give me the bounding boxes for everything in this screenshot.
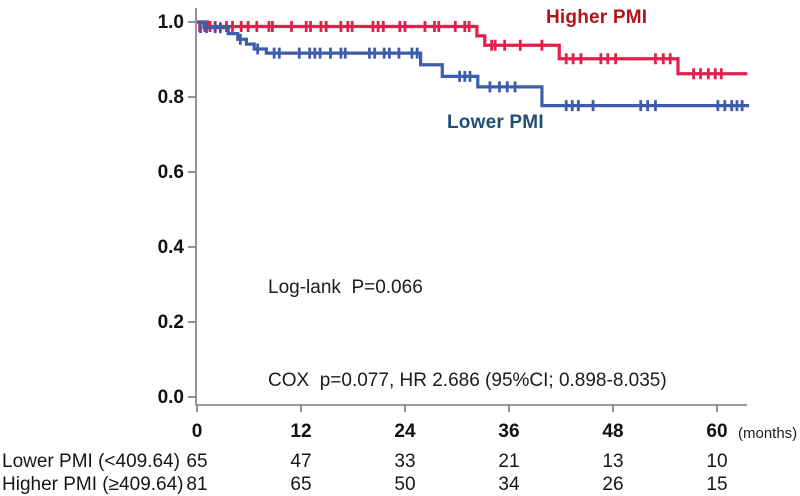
survival-curve-lower-pmi [197, 20, 750, 108]
risk-count: 21 [498, 451, 520, 472]
stats-annotation: Log-lank P=0.066 COX p=0.077, HR 2.686 (… [268, 210, 667, 458]
risk-count: 81 [186, 474, 208, 495]
x-tick-label: 60 [706, 421, 727, 442]
risk-count: 13 [602, 451, 624, 472]
y-tick-label: 0.4 [158, 237, 185, 258]
x-axis-unit-label: (months) [738, 425, 798, 442]
risk-row-label-higher-pmi: Higher PMI (≥409.64) [2, 474, 184, 495]
series-label-lower-pmi: Lower PMI [447, 112, 544, 133]
risk-count: 65 [186, 451, 208, 472]
x-tick-label: 24 [394, 421, 416, 442]
risk-row-label-lower-pmi: Lower PMI (<409.64) [2, 451, 180, 472]
risk-count: 10 [706, 451, 728, 472]
y-tick-label: 0.2 [158, 312, 184, 333]
cox-hr-text: COX p=0.077, HR 2.686 (95%CI; 0.898-8.03… [268, 370, 667, 391]
y-tick-label: 0.0 [158, 387, 184, 408]
risk-count: 33 [394, 451, 416, 472]
series-label-higher-pmi: Higher PMI [546, 7, 648, 28]
y-tick-label: 0.6 [158, 162, 184, 183]
risk-count: 26 [602, 474, 624, 495]
risk-count: 47 [290, 451, 312, 472]
logrank-p-text: Log-lank P=0.066 [268, 277, 423, 298]
x-tick-label: 36 [498, 421, 519, 442]
risk-count: 50 [394, 474, 416, 495]
x-tick-label: 0 [192, 421, 203, 442]
x-tick-label: 48 [602, 421, 623, 442]
y-tick-label: 1.0 [158, 12, 184, 33]
risk-count: 15 [706, 474, 728, 495]
risk-count: 65 [290, 474, 312, 495]
risk-count: 34 [498, 474, 520, 495]
x-tick-label: 12 [290, 421, 311, 442]
y-tick-label: 0.8 [158, 87, 184, 108]
